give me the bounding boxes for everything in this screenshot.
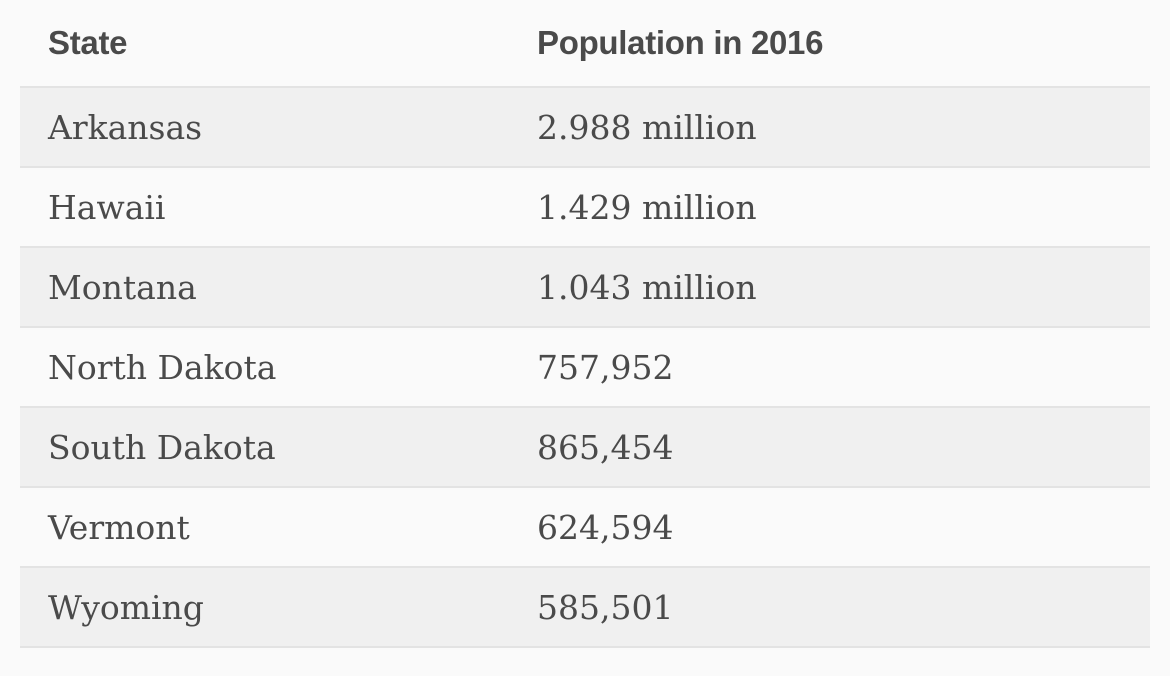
state-cell: Vermont: [20, 487, 537, 568]
table-row: Montana 1.043 million: [20, 247, 1150, 328]
population-cell: 1.043 million: [537, 247, 1150, 328]
state-cell: Hawaii: [20, 167, 537, 248]
population-cell: 624,594: [537, 487, 1150, 568]
population-cell: 1.429 million: [537, 167, 1150, 248]
population-cell: 585,501: [537, 567, 1150, 648]
column-header-state: State: [20, 0, 537, 88]
table-body: Arkansas 2.988 million Hawaii 1.429 mill…: [20, 87, 1150, 648]
state-cell: North Dakota: [20, 327, 537, 408]
population-table: State Population in 2016 Arkansas 2.988 …: [20, 0, 1150, 648]
table-row: South Dakota 865,454: [20, 407, 1150, 488]
state-cell: Arkansas: [20, 87, 537, 168]
population-cell: 2.988 million: [537, 87, 1150, 168]
header-row: State Population in 2016: [20, 0, 1150, 88]
population-table-container: State Population in 2016 Arkansas 2.988 …: [20, 0, 1150, 648]
state-cell: South Dakota: [20, 407, 537, 488]
column-header-population: Population in 2016: [537, 0, 1150, 88]
state-cell: Montana: [20, 247, 537, 328]
table-row: Vermont 624,594: [20, 487, 1150, 568]
table-row: Hawaii 1.429 million: [20, 167, 1150, 248]
population-cell: 865,454: [537, 407, 1150, 488]
table-row: North Dakota 757,952: [20, 327, 1150, 408]
table-row: Arkansas 2.988 million: [20, 87, 1150, 168]
table-header: State Population in 2016: [20, 0, 1150, 88]
state-cell: Wyoming: [20, 567, 537, 648]
table-row: Wyoming 585,501: [20, 567, 1150, 648]
population-cell: 757,952: [537, 327, 1150, 408]
